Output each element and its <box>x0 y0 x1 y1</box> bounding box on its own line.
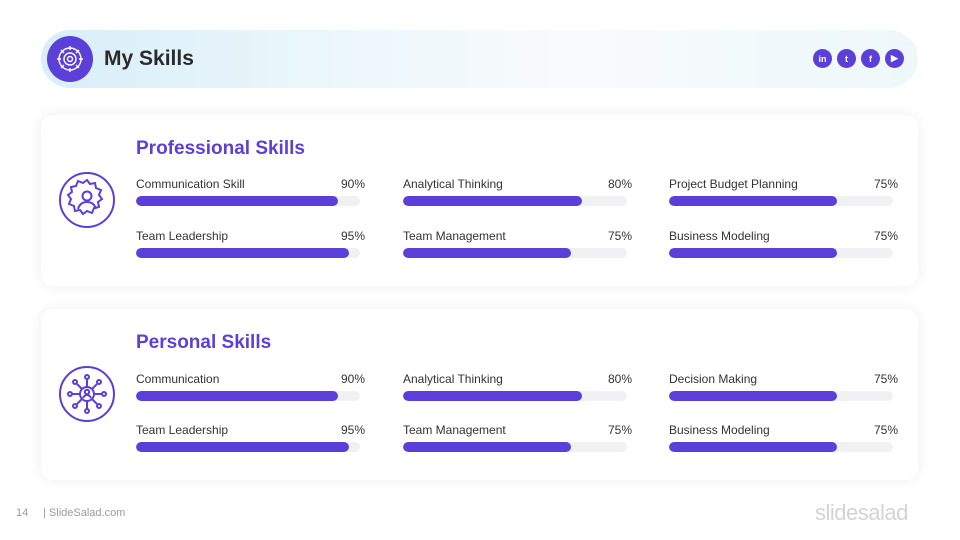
skill-progress-fill <box>669 248 837 258</box>
brand-logo: slidesalad <box>815 500 908 525</box>
skill-progress-fill <box>669 442 837 452</box>
skill-progress-track <box>136 248 360 258</box>
skill-progress-fill <box>403 391 583 401</box>
skill-progress-track <box>136 391 360 401</box>
skill-progress-fill <box>136 442 349 452</box>
skill-progress-fill <box>669 391 837 401</box>
skill-item: Team Management 75% <box>403 423 632 453</box>
skill-percent: 80% <box>607 372 632 386</box>
skill-progress-track <box>669 196 893 206</box>
skill-progress-track <box>669 442 893 452</box>
skill-label: Analytical Thinking <box>403 177 503 191</box>
skill-label: Business Modeling <box>669 423 770 437</box>
skill-item: Team Leadership 95% <box>136 423 365 453</box>
skill-item: Team Management 75% <box>403 229 632 259</box>
facebook-icon[interactable]: f <box>861 49 880 68</box>
skill-progress-track <box>403 442 627 452</box>
skill-item: Decision Making 75% <box>669 372 898 402</box>
skill-item: Communication Skill 90% <box>136 177 365 207</box>
social-links: in t f ▶ <box>813 49 904 68</box>
skill-percent: 95% <box>340 229 365 243</box>
skill-item: Business Modeling 75% <box>669 229 898 259</box>
section-title: Professional Skills <box>136 138 305 159</box>
skill-label: Communication <box>136 372 220 386</box>
skill-item: Business Modeling 75% <box>669 423 898 453</box>
skill-progress-track <box>403 391 627 401</box>
skill-progress-track <box>136 196 360 206</box>
professional-skills-card: Professional Skills Communication Skill … <box>41 115 918 286</box>
skill-progress-fill <box>136 391 338 401</box>
skill-label: Analytical Thinking <box>403 372 503 386</box>
skill-progress-fill <box>669 196 837 206</box>
skill-percent: 90% <box>340 177 365 191</box>
skill-label: Team Management <box>403 229 506 243</box>
network-person-icon <box>57 364 117 424</box>
skill-label: Team Leadership <box>136 423 229 437</box>
skill-percent: 75% <box>873 229 898 243</box>
youtube-icon[interactable]: ▶ <box>885 49 904 68</box>
skill-percent: 75% <box>873 177 898 191</box>
gear-globe-icon <box>47 36 93 82</box>
skill-percent: 75% <box>607 423 632 437</box>
skill-label: Decision Making <box>669 372 758 386</box>
skill-item: Analytical Thinking 80% <box>403 177 632 207</box>
skill-progress-fill <box>403 196 583 206</box>
skill-progress-track <box>136 442 360 452</box>
skill-item: Project Budget Planning 75% <box>669 177 898 207</box>
gear-person-icon <box>57 170 117 230</box>
personal-skills-card: Personal Skills Communication 90% Analyt… <box>41 309 918 480</box>
skill-label: Project Budget Planning <box>669 177 798 191</box>
skill-label: Team Leadership <box>136 229 229 243</box>
skill-progress-fill <box>403 248 571 258</box>
skill-item: Communication 90% <box>136 372 365 402</box>
section-title: Personal Skills <box>136 332 272 353</box>
skill-progress-fill <box>136 248 349 258</box>
skill-label: Team Management <box>403 423 506 437</box>
skill-progress-fill <box>136 196 338 206</box>
skill-percent: 75% <box>873 372 898 386</box>
skill-item: Team Leadership 95% <box>136 229 365 259</box>
skill-percent: 80% <box>607 177 632 191</box>
skill-progress-track <box>669 248 893 258</box>
twitter-icon[interactable]: t <box>837 49 856 68</box>
page-number: 14 <box>16 507 29 519</box>
skill-percent: 75% <box>607 229 632 243</box>
skill-percent: 90% <box>340 372 365 386</box>
skill-progress-track <box>403 196 627 206</box>
linkedin-icon[interactable]: in <box>813 49 832 68</box>
skill-progress-track <box>403 248 627 258</box>
header-bar: My Skills in t f ▶ <box>41 30 918 88</box>
skill-percent: 95% <box>340 423 365 437</box>
skill-label: Communication Skill <box>136 177 245 191</box>
page-title: My Skills <box>104 47 194 70</box>
skill-percent: 75% <box>873 423 898 437</box>
skill-progress-fill <box>403 442 571 452</box>
footer-site-link[interactable]: | SlideSalad.com <box>43 507 126 519</box>
skill-progress-track <box>669 391 893 401</box>
skill-label: Business Modeling <box>669 229 770 243</box>
skill-item: Analytical Thinking 80% <box>403 372 632 402</box>
